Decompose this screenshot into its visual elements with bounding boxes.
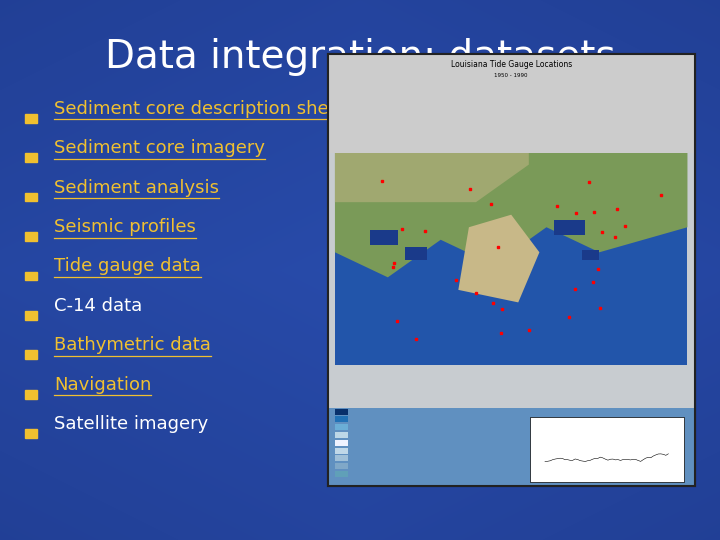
- Text: Satellite imagery: Satellite imagery: [54, 415, 208, 433]
- Bar: [335, 409, 348, 415]
- Text: 1950 - 1990: 1950 - 1990: [495, 73, 528, 78]
- Bar: [25, 350, 37, 359]
- Polygon shape: [335, 114, 528, 202]
- Bar: [335, 432, 348, 438]
- Bar: [335, 471, 348, 477]
- Polygon shape: [459, 215, 539, 302]
- Text: Tide gauge data: Tide gauge data: [54, 258, 201, 275]
- Bar: [328, 54, 695, 486]
- Text: Louisiana Tide Gauge Locations: Louisiana Tide Gauge Locations: [451, 60, 572, 70]
- Bar: [335, 424, 348, 430]
- Bar: [335, 448, 348, 454]
- Polygon shape: [335, 114, 688, 278]
- Bar: [328, 54, 695, 408]
- Text: Data integration: datasets: Data integration: datasets: [104, 38, 616, 76]
- Bar: [335, 416, 348, 422]
- Text: Bathymetric data: Bathymetric data: [54, 336, 211, 354]
- Bar: [530, 417, 684, 482]
- Text: Sediment core imagery: Sediment core imagery: [54, 139, 265, 157]
- Bar: [25, 232, 37, 241]
- Text: Sediment analysis: Sediment analysis: [54, 179, 219, 197]
- Bar: [582, 250, 599, 260]
- Text: C-14 data: C-14 data: [54, 297, 143, 315]
- Bar: [335, 440, 348, 446]
- Bar: [25, 114, 37, 123]
- Bar: [405, 247, 426, 260]
- Text: Navigation: Navigation: [54, 376, 151, 394]
- Text: Seismic profiles: Seismic profiles: [54, 218, 196, 236]
- Bar: [25, 390, 37, 399]
- Bar: [554, 220, 585, 235]
- Bar: [328, 54, 695, 486]
- Bar: [335, 114, 688, 365]
- Bar: [328, 54, 695, 153]
- Bar: [25, 311, 37, 320]
- Bar: [335, 455, 348, 461]
- Bar: [370, 230, 398, 245]
- Bar: [25, 429, 37, 438]
- Bar: [25, 193, 37, 201]
- Bar: [25, 272, 37, 280]
- Bar: [25, 153, 37, 162]
- Text: Sediment core description sheets: Sediment core description sheets: [54, 100, 356, 118]
- Bar: [335, 463, 348, 469]
- Bar: [328, 408, 695, 486]
